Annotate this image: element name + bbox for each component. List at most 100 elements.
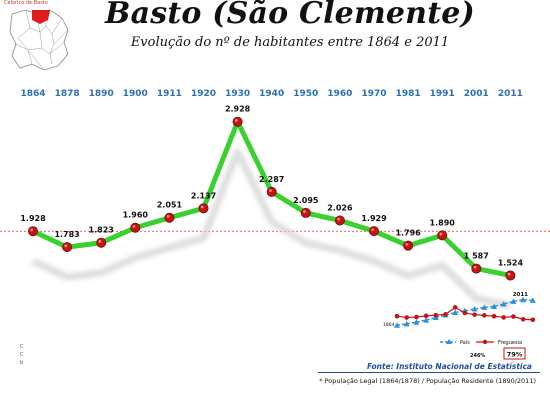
footnote: * População Legal (1864/1878) / Populaçã… xyxy=(319,377,536,385)
data-point-highlight xyxy=(439,232,443,236)
left-mark: C xyxy=(20,344,24,350)
data-point xyxy=(27,226,38,237)
chart-subtitle: Evolução do nº de habitantes entre 1864 … xyxy=(130,35,450,50)
freguesia-point xyxy=(511,314,516,319)
inset-start-label: 1864 xyxy=(383,322,395,328)
data-point-highlight xyxy=(473,265,477,269)
pais-point xyxy=(510,298,517,304)
year-label: 2001 xyxy=(464,89,489,99)
freguesia-point xyxy=(472,312,477,317)
data-point-highlight xyxy=(64,244,68,248)
data-label: 2.095 xyxy=(293,196,319,205)
freguesia-point xyxy=(520,316,526,322)
freguesia-point xyxy=(443,312,448,317)
data-label: 1.890 xyxy=(430,218,456,227)
inset-chart: 2011 1864 País Freguesia 246% 79% xyxy=(383,292,536,360)
pais-series-line xyxy=(396,298,533,326)
data-point-highlight xyxy=(200,205,204,209)
freguesia-point xyxy=(433,312,439,318)
data-point xyxy=(266,186,277,197)
year-label: 1900 xyxy=(123,89,148,99)
data-point xyxy=(232,116,243,127)
freguesia-point xyxy=(462,310,468,316)
source-divider xyxy=(318,372,540,373)
data-label: 2.287 xyxy=(259,175,284,184)
data-point-highlight xyxy=(303,210,306,214)
pais-point xyxy=(491,303,497,309)
year-label: 1940 xyxy=(259,89,284,99)
year-label: 1950 xyxy=(293,89,318,99)
year-label: 1981 xyxy=(396,89,421,99)
data-label: 1.928 xyxy=(20,214,46,223)
data-point xyxy=(130,222,141,233)
data-label: 1.929 xyxy=(361,214,387,223)
data-point xyxy=(403,240,414,251)
data-label: 1.796 xyxy=(395,229,421,238)
data-label: 2.137 xyxy=(191,191,216,200)
data-point-highlight xyxy=(371,228,375,232)
data-point-highlight xyxy=(98,240,102,243)
pais-point xyxy=(471,306,478,312)
pais-point xyxy=(394,322,400,328)
year-label: 2011 xyxy=(498,89,523,99)
data-point-highlight xyxy=(405,242,409,246)
pais-point xyxy=(413,319,420,325)
year-label: 1920 xyxy=(191,89,216,99)
freguesia-point xyxy=(452,305,458,310)
freguesia-point xyxy=(530,317,536,323)
year-label: 1878 xyxy=(55,89,80,99)
pais-point xyxy=(452,309,459,315)
data-label: 1.960 xyxy=(123,211,149,220)
pais-point xyxy=(529,297,536,303)
data-point-highlight xyxy=(132,225,136,228)
line-reflection xyxy=(31,148,512,309)
data-point xyxy=(368,226,379,237)
legend-freguesia-label: Freguesia xyxy=(498,340,522,346)
freguesia-point xyxy=(404,315,410,320)
pais-point xyxy=(481,304,488,310)
data-point xyxy=(198,203,209,214)
left-mark: C xyxy=(20,352,24,358)
data-label: 1.524 xyxy=(498,258,524,267)
year-label: 1911 xyxy=(157,89,182,99)
data-label: 1.783 xyxy=(54,230,79,239)
data-point-highlight xyxy=(234,118,238,122)
data-point xyxy=(164,212,175,223)
data-point xyxy=(505,270,516,281)
data-point-highlight xyxy=(337,217,340,221)
data-point xyxy=(471,263,482,274)
year-label: 1890 xyxy=(89,89,114,99)
data-label: 2.026 xyxy=(327,203,353,212)
year-label: 1970 xyxy=(361,89,386,99)
pais-point xyxy=(423,317,430,323)
year-label: 1930 xyxy=(225,89,250,99)
year-label: 1864 xyxy=(20,89,45,99)
pais-point xyxy=(403,320,410,327)
data-point xyxy=(62,242,73,253)
legend-freguesia-marker xyxy=(482,339,488,345)
data-label: 2.051 xyxy=(157,201,183,210)
freguesia-point xyxy=(394,313,400,319)
data-point-highlight xyxy=(166,215,170,218)
pais-point xyxy=(520,296,527,303)
data-point xyxy=(334,215,345,226)
freguesia-value-box xyxy=(503,347,526,360)
chart-title: Basto (São Clemente) xyxy=(105,0,475,31)
parish-boundaries xyxy=(15,9,69,71)
freguesia-point xyxy=(491,313,497,319)
left-marks: C C b xyxy=(20,343,24,367)
data-point-highlight xyxy=(30,228,34,232)
left-mark: b xyxy=(20,360,24,366)
data-point xyxy=(300,207,311,218)
population-line xyxy=(30,119,513,278)
data-point-highlight xyxy=(269,189,272,193)
data-point xyxy=(437,230,448,241)
year-label: 1991 xyxy=(430,89,455,99)
data-label: 1 587 xyxy=(464,252,489,261)
freguesia-point xyxy=(501,315,507,320)
legend-pais-label: País xyxy=(460,339,470,346)
freguesia-point xyxy=(482,313,487,318)
highlighted-parish xyxy=(32,10,50,24)
map-label: Celorico de Basto xyxy=(4,0,48,6)
